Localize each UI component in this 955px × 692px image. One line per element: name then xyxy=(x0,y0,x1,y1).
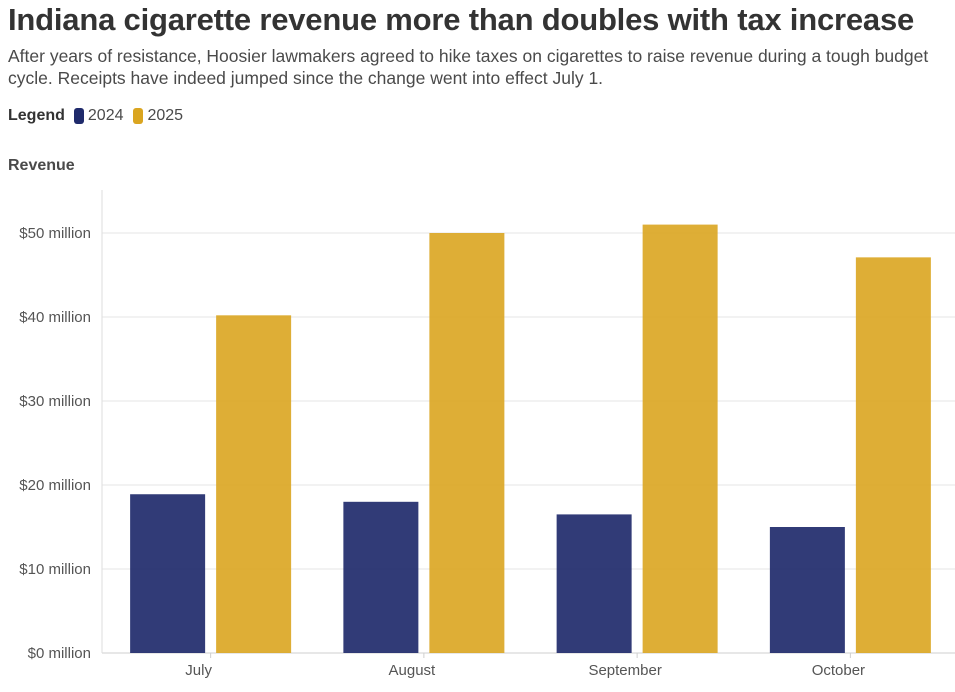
bar-july-2025 xyxy=(216,315,292,653)
legend-swatch-2024 xyxy=(73,108,84,124)
bar-october-2025 xyxy=(855,257,931,653)
bar-september-2025 xyxy=(642,224,718,653)
bar-august-2025 xyxy=(429,233,505,653)
legend-title: Legend xyxy=(8,107,65,124)
bar-august-2024 xyxy=(343,501,419,653)
y-axis-title: Revenue xyxy=(8,157,75,174)
bar-july-2024 xyxy=(130,494,206,653)
x-tick-label: July xyxy=(185,662,212,679)
bar-october-2024 xyxy=(769,527,845,653)
legend-swatch-2025 xyxy=(133,108,144,124)
y-tick-label: $10 million xyxy=(19,561,91,578)
y-tick-label: $0 million xyxy=(28,645,91,662)
legend-label-2024: 2024 xyxy=(87,107,124,124)
x-tick-label: August xyxy=(389,662,437,679)
legend-label-2025: 2025 xyxy=(147,107,184,124)
y-tick-label: $20 million xyxy=(19,477,91,494)
legend-item-2025[interactable]: 2025 xyxy=(133,107,183,125)
y-tick-label: $50 million xyxy=(19,225,91,242)
chart-title: Indiana cigarette revenue more than doub… xyxy=(8,2,915,37)
x-tick-label: October xyxy=(812,662,865,679)
x-tick-label: September xyxy=(588,662,661,679)
y-tick-label: $40 million xyxy=(19,309,91,326)
chart-subtitle: After years of resistance, Hoosier lawma… xyxy=(8,46,929,88)
bar-september-2024 xyxy=(556,514,632,653)
legend: Legend 2024 2025 xyxy=(8,107,193,125)
legend-item-2024[interactable]: 2024 xyxy=(73,107,124,125)
y-tick-label: $30 million xyxy=(19,393,91,410)
